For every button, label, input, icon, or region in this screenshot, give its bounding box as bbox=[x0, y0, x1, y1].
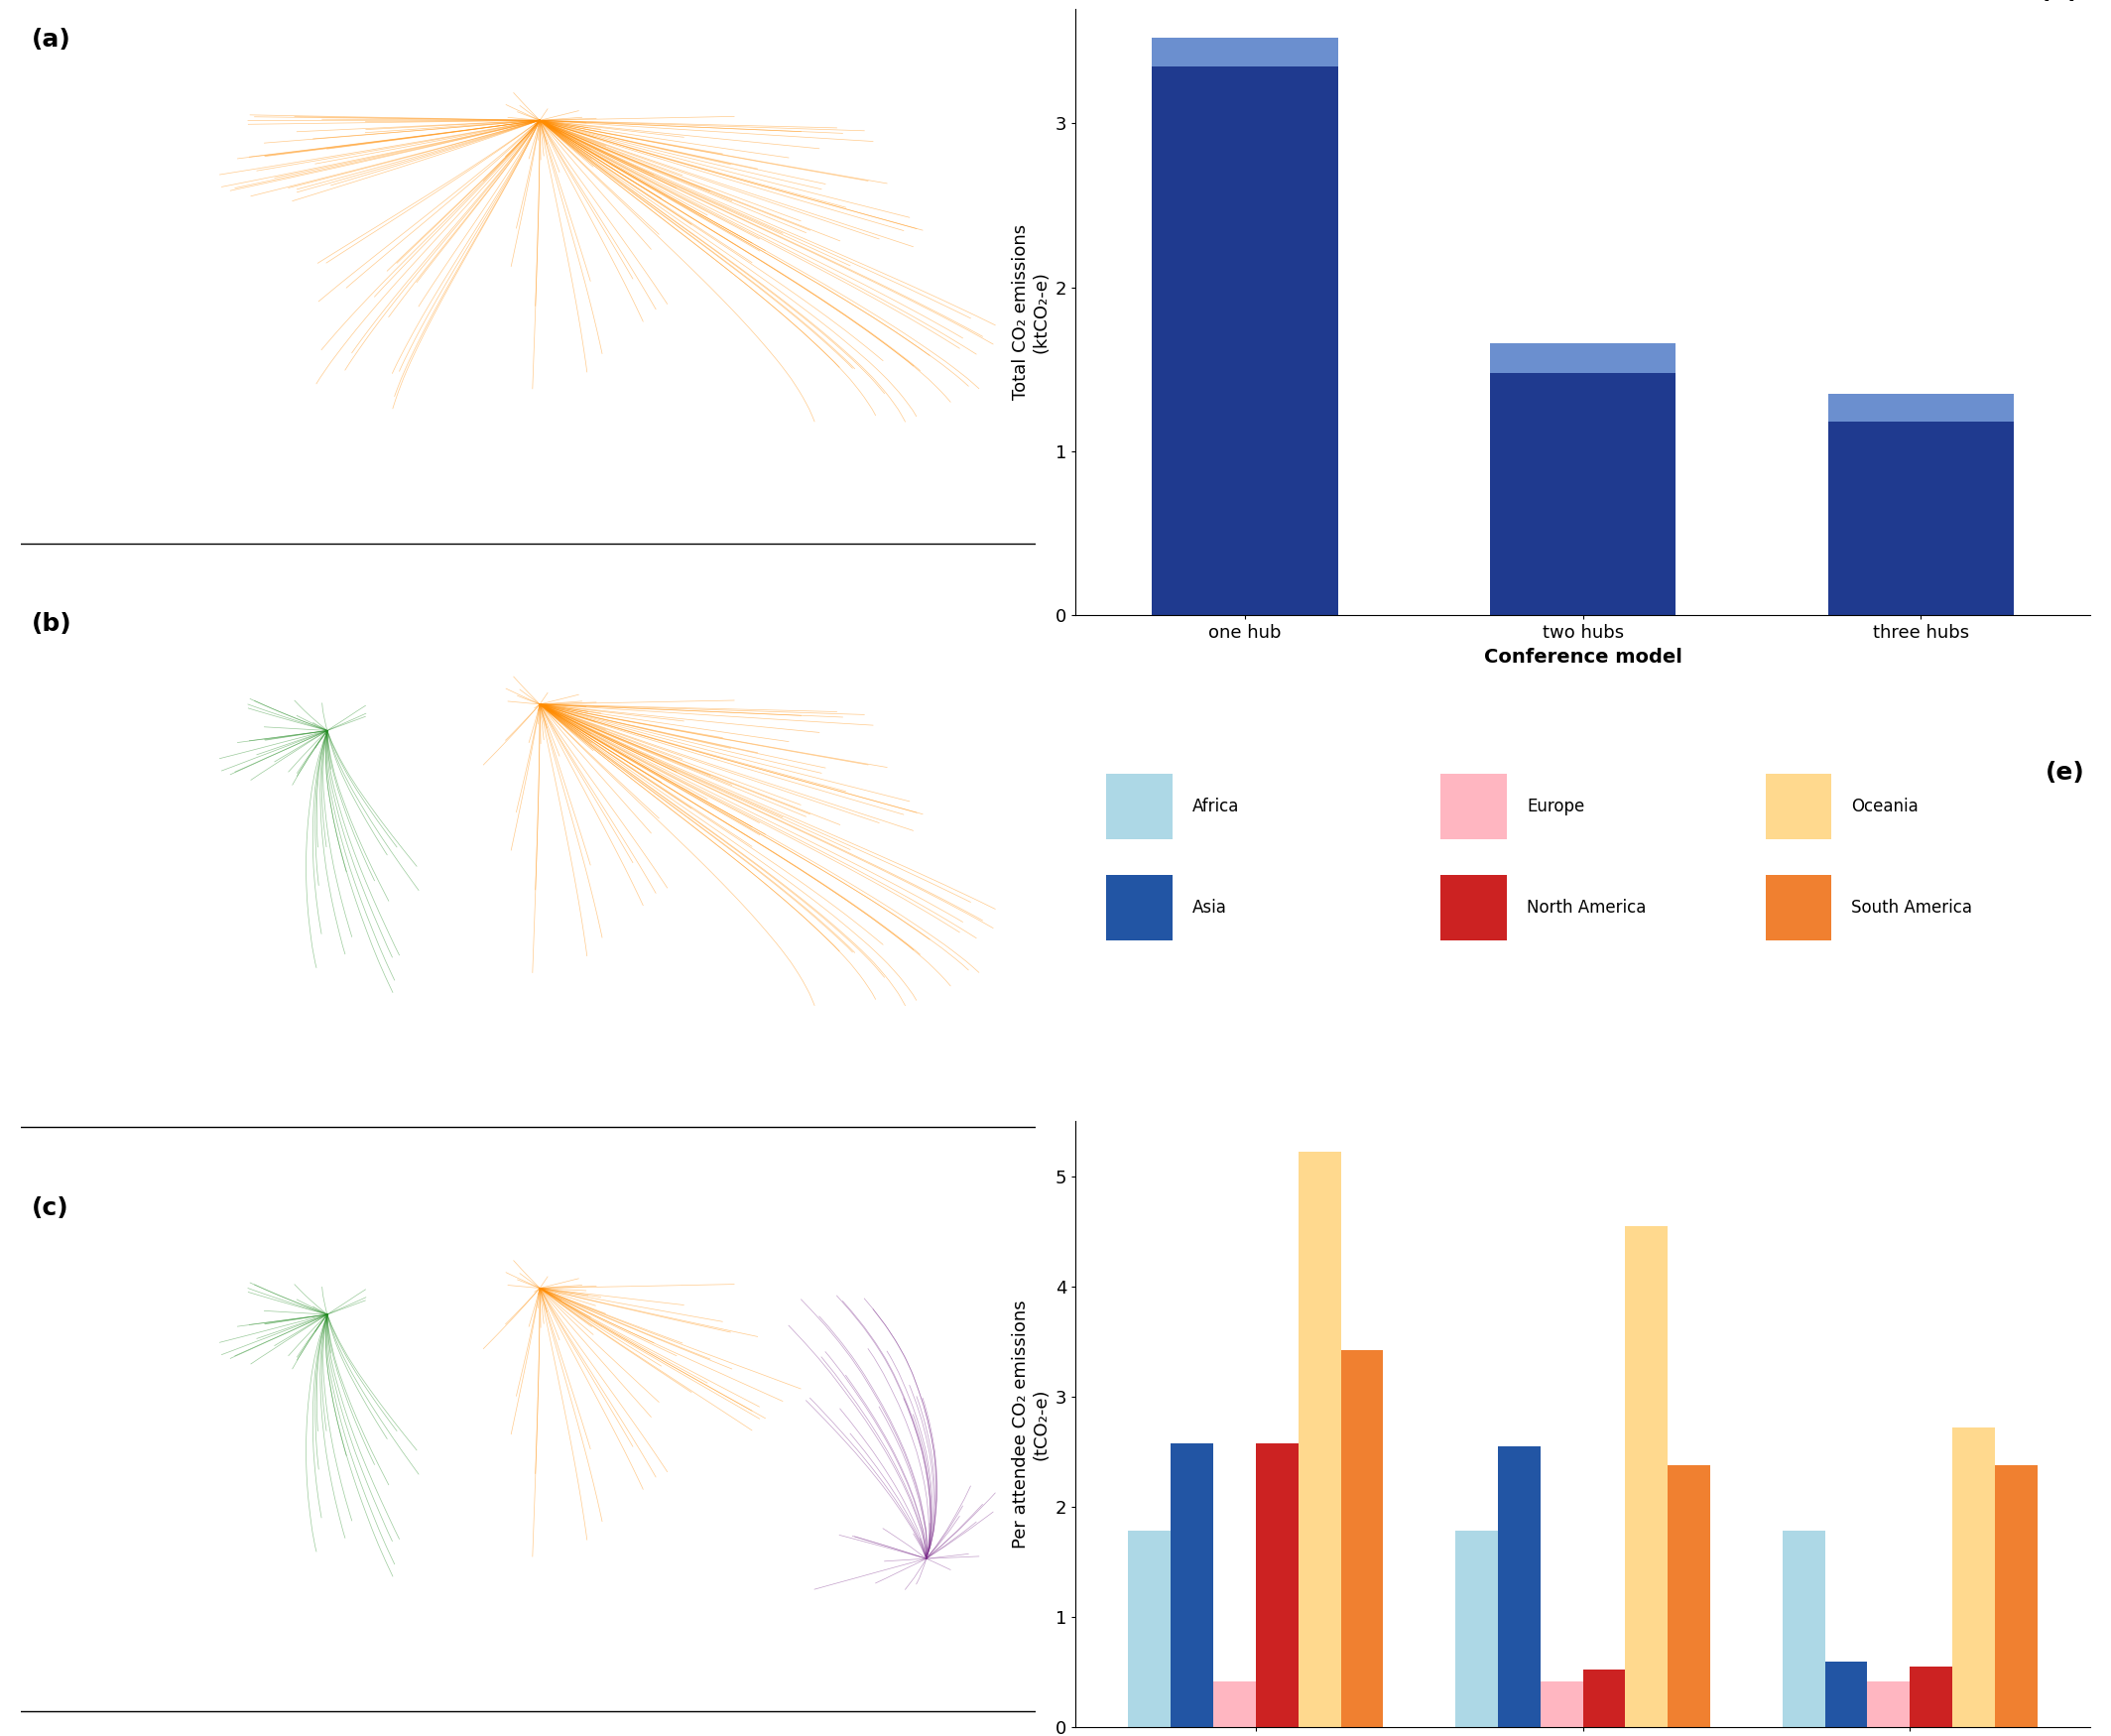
Bar bbox=[1953, 1427, 1995, 1727]
Text: Africa: Africa bbox=[1193, 797, 1239, 816]
Text: North America: North America bbox=[1526, 899, 1647, 917]
Y-axis label: Total CO₂ emissions
(ktCO₂-e): Total CO₂ emissions (ktCO₂-e) bbox=[1011, 224, 1049, 399]
Bar bbox=[1490, 344, 1676, 373]
Bar bbox=[1442, 774, 1507, 840]
Bar bbox=[1625, 1226, 1668, 1727]
Bar bbox=[1995, 1465, 2037, 1727]
Bar bbox=[1490, 373, 1676, 615]
Bar bbox=[1541, 1680, 1583, 1727]
X-axis label: Conference model: Conference model bbox=[1484, 648, 1682, 667]
Text: Oceania: Oceania bbox=[1851, 797, 1919, 816]
Bar bbox=[1828, 394, 2014, 422]
Text: (b): (b) bbox=[32, 613, 72, 635]
Bar bbox=[1910, 1667, 1953, 1727]
Bar bbox=[1824, 1661, 1868, 1727]
Text: South America: South America bbox=[1851, 899, 1972, 917]
Text: (e): (e) bbox=[2046, 760, 2086, 785]
Bar bbox=[1298, 1151, 1340, 1727]
Bar bbox=[1499, 1446, 1541, 1727]
Bar bbox=[1153, 38, 1338, 66]
Text: (a): (a) bbox=[32, 28, 70, 52]
Text: Europe: Europe bbox=[1526, 797, 1585, 816]
Bar bbox=[1106, 875, 1172, 941]
Bar bbox=[1782, 1531, 1824, 1727]
Bar bbox=[1127, 1531, 1172, 1727]
Bar bbox=[1454, 1531, 1499, 1727]
Y-axis label: Per attendee CO₂ emissions
(tCO₂-e): Per attendee CO₂ emissions (tCO₂-e) bbox=[1011, 1300, 1049, 1549]
Bar bbox=[1868, 1680, 1910, 1727]
Bar bbox=[1668, 1465, 1710, 1727]
Bar bbox=[1172, 1443, 1214, 1727]
Bar bbox=[1153, 66, 1338, 615]
Text: (c): (c) bbox=[32, 1196, 68, 1220]
Text: (d): (d) bbox=[2039, 0, 2079, 3]
Bar bbox=[1214, 1680, 1256, 1727]
Bar bbox=[1442, 875, 1507, 941]
Bar bbox=[1106, 774, 1172, 840]
Bar bbox=[1583, 1670, 1625, 1727]
Bar bbox=[1765, 875, 1830, 941]
Bar bbox=[1765, 774, 1830, 840]
Text: Asia: Asia bbox=[1193, 899, 1226, 917]
Bar bbox=[1256, 1443, 1298, 1727]
Bar bbox=[1828, 422, 2014, 615]
Bar bbox=[1340, 1351, 1383, 1727]
